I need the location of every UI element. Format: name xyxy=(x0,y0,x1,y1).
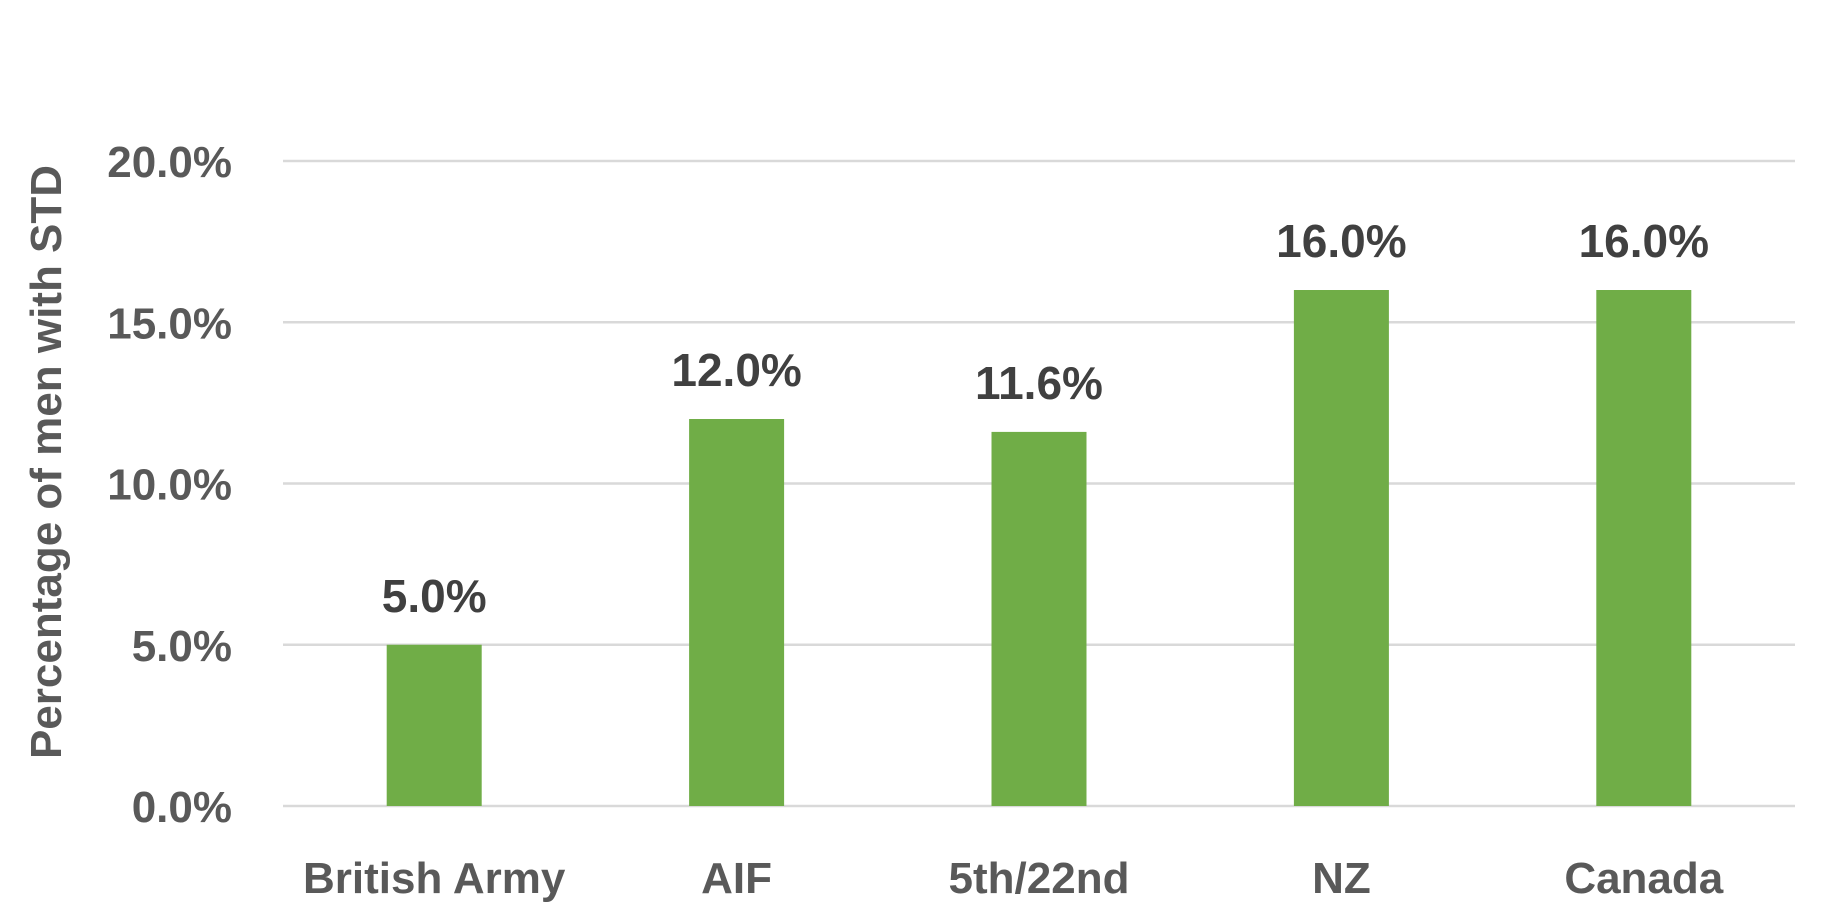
y-tick-label: 10.0% xyxy=(107,461,232,510)
data-label: 16.0% xyxy=(1579,215,1709,267)
bar xyxy=(689,419,785,806)
y-tick-label: 0.0% xyxy=(132,783,232,832)
bar xyxy=(1596,290,1692,806)
x-tick-label: AIF xyxy=(701,854,772,903)
y-tick-label: 5.0% xyxy=(132,622,232,671)
x-tick-label: 5th/22nd xyxy=(949,854,1130,903)
bar xyxy=(386,644,482,806)
bar xyxy=(1293,290,1389,806)
x-tick-label: NZ xyxy=(1312,854,1371,903)
data-label: 5.0% xyxy=(382,570,487,622)
data-label: 12.0% xyxy=(671,344,801,396)
bars xyxy=(386,290,1692,806)
x-tick-label: British Army xyxy=(303,854,566,903)
bar xyxy=(991,431,1087,806)
x-tick-label: Canada xyxy=(1564,854,1723,903)
y-tick-label: 20.0% xyxy=(107,138,232,187)
data-label: 16.0% xyxy=(1276,215,1406,267)
data-labels: 5.0% 12.0% 11.6% 16.0% 16.0% xyxy=(382,215,1709,622)
x-axis-ticks: British Army AIF 5th/22nd NZ Canada xyxy=(303,854,1724,903)
y-axis-title: Percentage of men with STD xyxy=(22,165,71,759)
y-tick-label: 15.0% xyxy=(107,299,232,348)
data-label: 11.6% xyxy=(975,357,1103,409)
y-axis-ticks: 0.0% 5.0% 10.0% 15.0% 20.0% xyxy=(107,138,232,832)
